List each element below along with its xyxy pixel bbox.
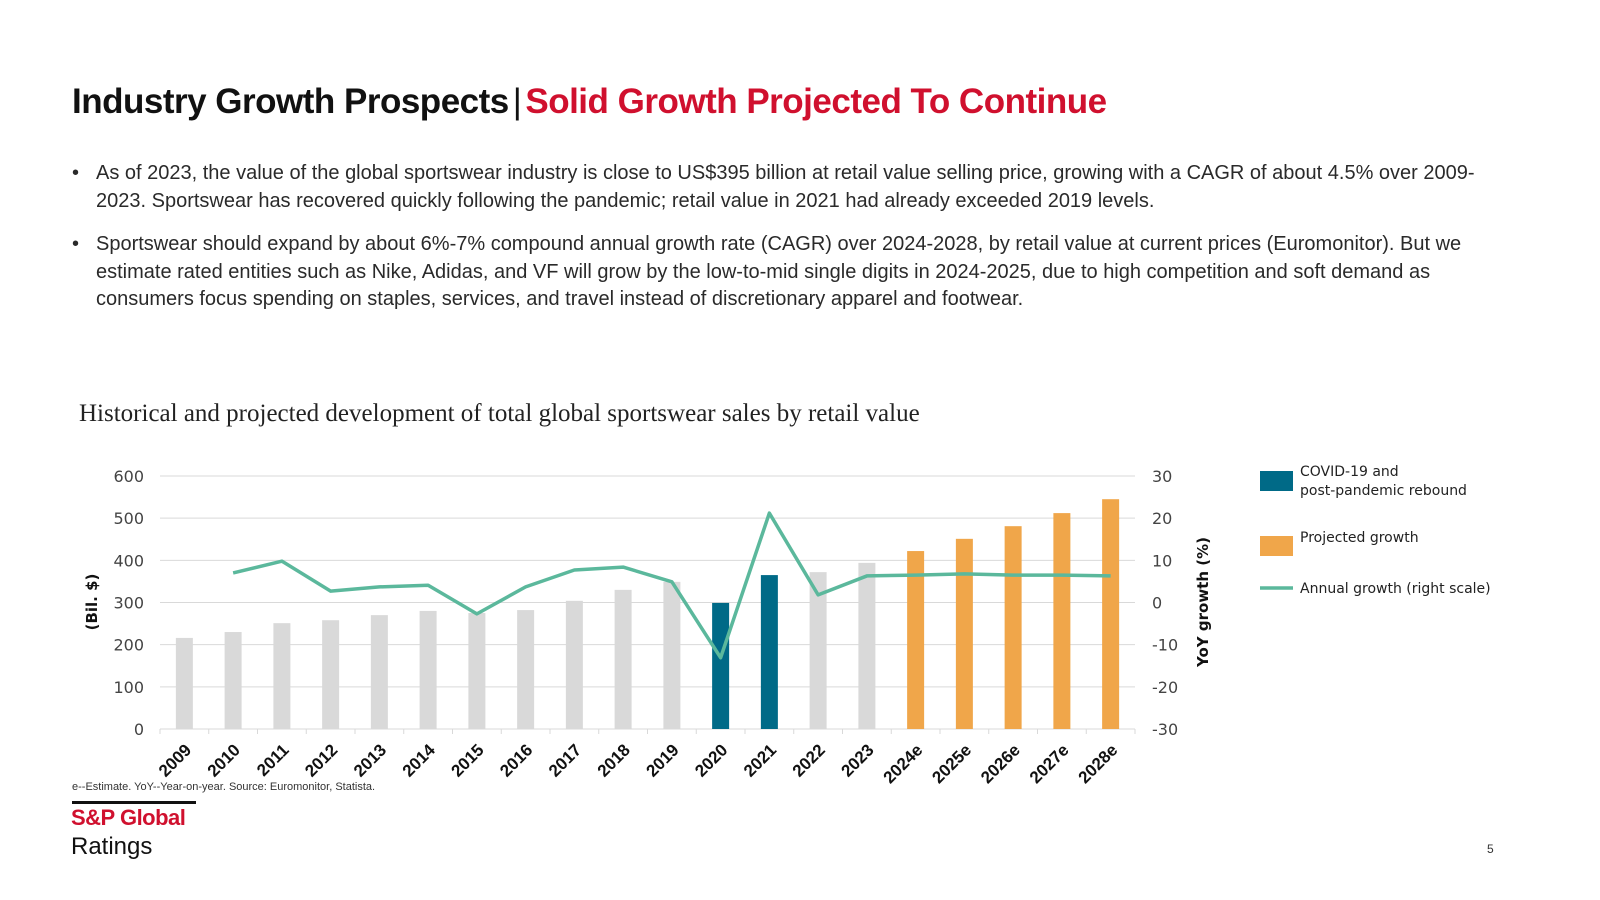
- title-separator: |: [512, 82, 522, 121]
- y-axis-label: (Bil. $): [83, 574, 101, 631]
- y2-tick-label: -10: [1152, 636, 1178, 655]
- y2-tick-label: 30: [1152, 467, 1172, 486]
- x-tick-label: 2012: [301, 740, 341, 780]
- legend-swatch-projected: [1260, 536, 1293, 556]
- left-axis-ticks: 0 100 200 300 400 500 600: [113, 467, 144, 739]
- x-tick-label: 2022: [789, 740, 829, 780]
- page-number: 5: [1487, 842, 1494, 856]
- x-tick-label: 2025e: [928, 740, 975, 787]
- y2-tick-label: -30: [1152, 720, 1178, 739]
- legend-swatch-covid: [1260, 471, 1293, 491]
- page-title: Industry Growth Prospects | Solid Growth P…: [72, 82, 1107, 122]
- bar-2010: [224, 632, 242, 729]
- y-tick-label: 500: [113, 509, 144, 528]
- bar-2026e: [1004, 526, 1022, 729]
- bar-2028e: [1102, 499, 1120, 729]
- growth-line: [232, 511, 1111, 660]
- bar-2014: [419, 610, 437, 729]
- x-tick-label: 2017: [545, 740, 585, 780]
- x-tick-label: 2019: [643, 740, 683, 780]
- y2-tick-label: 20: [1152, 509, 1172, 528]
- bar-2022: [809, 572, 827, 729]
- x-tick-label: 2014: [399, 740, 440, 781]
- bar-2009: [175, 637, 193, 729]
- bar-2012: [322, 620, 340, 729]
- bar-2023: [858, 562, 876, 729]
- title-subtitle: Solid Growth Projected To Continue: [525, 82, 1107, 121]
- legend-label: post-pandemic rebound: [1300, 483, 1467, 499]
- bullet-item: Sportswear should expand by about 6%-7% …: [72, 231, 1512, 314]
- legend-label: Projected growth: [1300, 530, 1419, 546]
- y2-tick-label: 10: [1152, 551, 1172, 570]
- bar-2018: [614, 589, 632, 729]
- bar-2024e: [907, 551, 925, 729]
- y2-tick-label: 0: [1152, 594, 1162, 613]
- x-tick-label: 2020: [691, 740, 731, 780]
- x-tick-label: 2028e: [1075, 740, 1122, 787]
- bar-2015: [468, 613, 486, 729]
- bar-2025e: [955, 538, 973, 729]
- y-tick-label: 200: [113, 636, 144, 655]
- x-tick-label: 2010: [204, 740, 244, 780]
- bar-2016: [517, 610, 535, 729]
- x-tick-label: 2026e: [977, 740, 1024, 787]
- x-tick-label: 2016: [496, 740, 536, 780]
- y-tick-label: 300: [113, 594, 144, 613]
- legend-label: Annual growth (right scale): [1300, 581, 1491, 597]
- right-axis-ticks: -30 -20 -10 0 10 20 30: [1152, 467, 1178, 739]
- bar-2020: [712, 602, 730, 729]
- legend: COVID-19 and post-pandemic rebound Project…: [1260, 464, 1491, 597]
- gridlines: [159, 475, 1136, 734]
- x-tick-label: 2009: [155, 740, 195, 780]
- x-tick-label: 2018: [594, 740, 634, 780]
- x-tick-label: 2027e: [1026, 740, 1073, 787]
- y2-axis-label: YoY growth (%): [1194, 537, 1212, 668]
- x-tick-label: 2021: [740, 740, 780, 780]
- x-tick-label: 2015: [448, 740, 488, 780]
- y-tick-label: 400: [113, 551, 144, 570]
- logo-bar: [72, 801, 196, 804]
- bar-2013: [370, 615, 388, 729]
- bullet-item: As of 2023, the value of the global spor…: [72, 160, 1512, 215]
- bars: [175, 499, 1120, 729]
- y-tick-label: 0: [134, 720, 144, 739]
- y-tick-label: 100: [113, 678, 144, 697]
- logo-sp-global: S&P Global: [71, 805, 186, 830]
- footnote: e--Estimate. YoY--Year-on-year. Source: …: [72, 781, 376, 793]
- x-tick-label: 2024e: [880, 740, 927, 787]
- bar-2011: [273, 623, 291, 729]
- x-tick-label: 2023: [838, 740, 878, 780]
- x-tick-label: 2011: [253, 740, 293, 780]
- chart-title: Historical and projected development of …: [79, 400, 920, 427]
- logo-ratings: Ratings: [71, 833, 153, 860]
- legend-label: COVID-19 and: [1300, 464, 1399, 480]
- bullet-list: As of 2023, the value of the global spor…: [72, 160, 1512, 330]
- bar-2027e: [1053, 513, 1071, 729]
- bar-2019: [663, 581, 681, 729]
- y2-tick-label: -20: [1152, 678, 1178, 697]
- x-tick-label: 2013: [350, 740, 390, 780]
- y-tick-label: 600: [113, 467, 144, 486]
- bar-2021: [760, 575, 778, 729]
- bar-2017: [565, 600, 583, 729]
- title-main: Industry Growth Prospects: [72, 82, 509, 121]
